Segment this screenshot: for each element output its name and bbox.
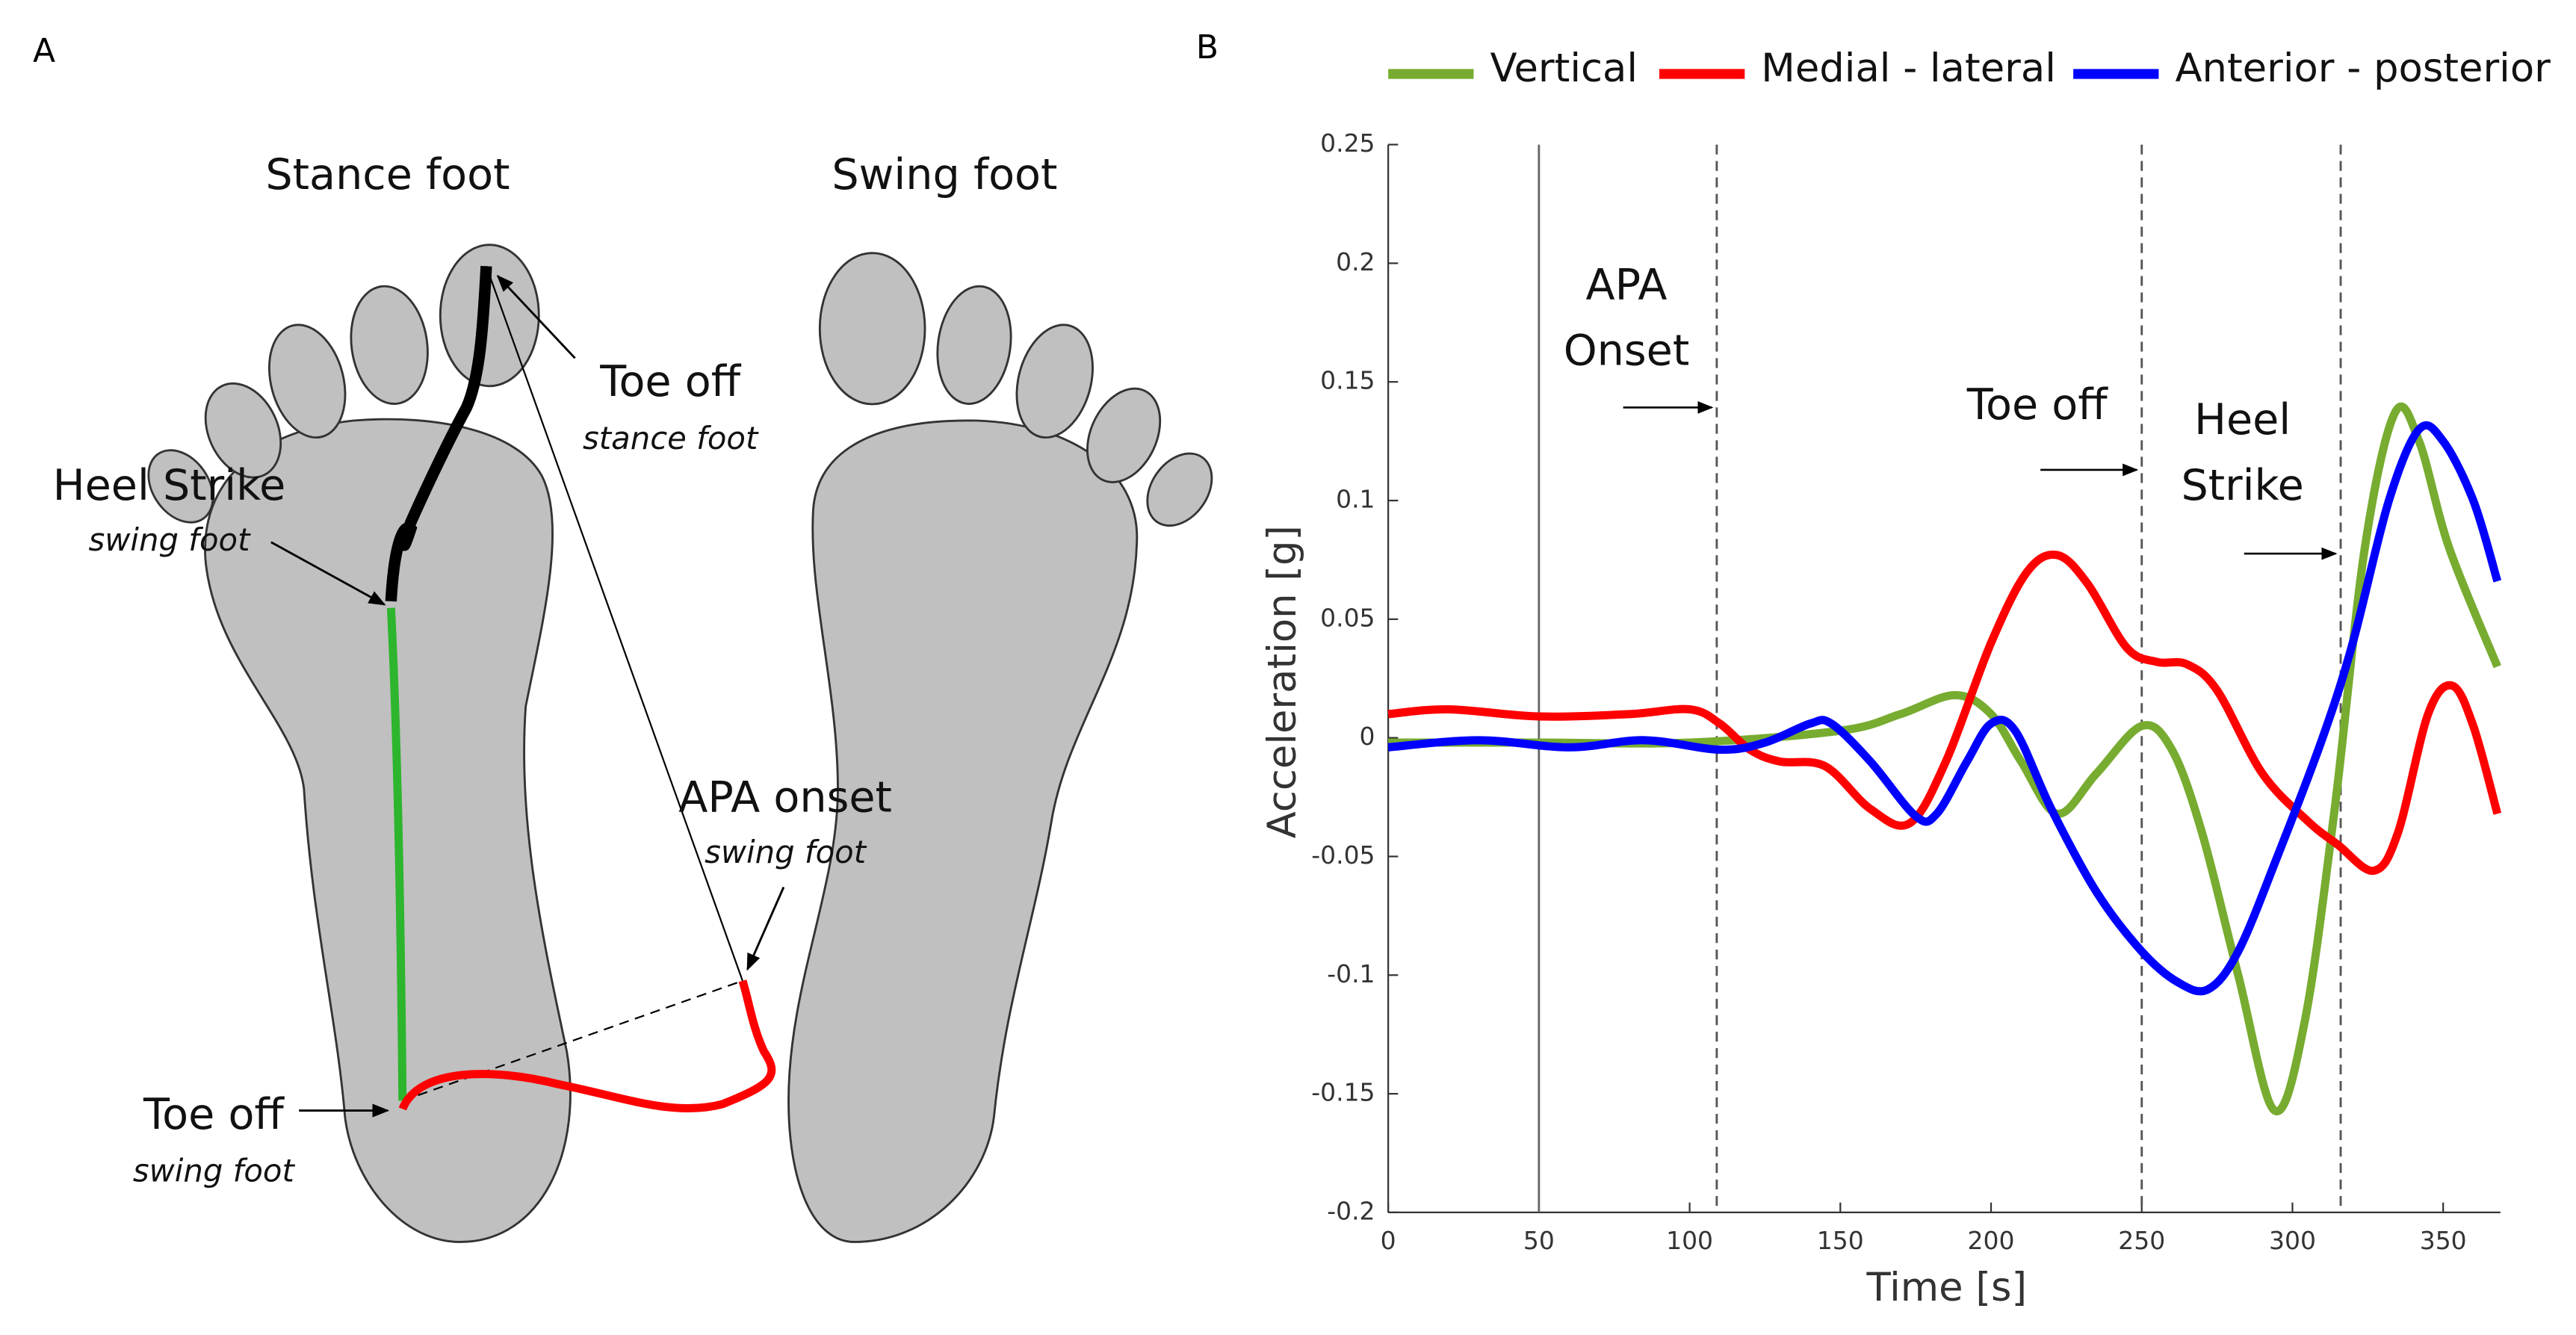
- x-tick-label: 200: [1968, 1226, 2015, 1255]
- x-tick-label: 350: [2420, 1226, 2467, 1255]
- annotation-title: Heel Strike: [53, 461, 286, 510]
- y-tick-label: 0.05: [1320, 603, 1375, 632]
- y-axis-label: Acceleration [g]: [1260, 525, 1305, 838]
- annotation: Toe off: [1966, 380, 2108, 430]
- foot-title: Stance foot: [265, 150, 510, 199]
- y-tick-label: 0.2: [1336, 247, 1375, 276]
- y-tick-label: 0: [1360, 722, 1375, 751]
- cop-path: [385, 265, 492, 602]
- series-line: [1387, 421, 2502, 996]
- guide-line: [485, 265, 743, 982]
- panel-b: B Time [s] Acceleration [g] -0.2 -0.15 -0.…: [1196, 28, 2551, 1310]
- series-line: [1387, 550, 2502, 876]
- annotation: Strike: [2181, 461, 2303, 510]
- legend-label: Medial - lateral: [1761, 46, 2056, 91]
- annotation: APA: [1585, 260, 1667, 309]
- y-tick-label: -0.15: [1311, 1078, 1375, 1107]
- legend-label: Vertical: [1490, 46, 1638, 91]
- swing-foot: [787, 252, 1213, 1243]
- annotation: Heel: [2194, 395, 2291, 445]
- x-tick-label: 0: [1381, 1226, 1396, 1255]
- y-tick-label: 0.15: [1320, 366, 1375, 395]
- annotation-title: Toe off: [143, 1090, 285, 1139]
- panel-a: A Stance foot Swing foot Toe off stance …: [33, 31, 1213, 1243]
- annotation-title: APA onset: [678, 773, 892, 823]
- x-tick-label: 150: [1817, 1226, 1864, 1255]
- x-tick-label: 300: [2269, 1226, 2316, 1255]
- cop-path: [386, 607, 407, 1101]
- y-tick-label: -0.05: [1311, 840, 1375, 870]
- stance-foot: [147, 244, 572, 1243]
- x-tick-label: 250: [2118, 1226, 2165, 1255]
- annotation-subtitle: swing foot: [133, 1153, 296, 1189]
- foot-title: Swing foot: [832, 150, 1057, 199]
- annotation-subtitle: stance foot: [583, 420, 759, 456]
- arrow: [746, 886, 785, 971]
- arrow: [270, 541, 386, 606]
- x-tick-label: 100: [1666, 1226, 1713, 1255]
- annotation: Onset: [1564, 326, 1690, 375]
- y-tick-label: -0.2: [1327, 1196, 1375, 1225]
- guide-line: [402, 979, 743, 1102]
- legend-label: Anterior - posterior: [2175, 46, 2551, 91]
- annotation-title: Toe off: [599, 357, 741, 406]
- x-tick-label: 50: [1523, 1226, 1555, 1255]
- annotation-subtitle: swing foot: [89, 521, 252, 558]
- y-tick-label: 0.25: [1320, 128, 1375, 158]
- arrow: [496, 274, 576, 359]
- cop-path: [398, 979, 776, 1113]
- panel-label: A: [33, 31, 55, 69]
- annotation-subtitle: swing foot: [705, 834, 867, 870]
- x-axis-label: Time [s]: [1866, 1265, 2028, 1310]
- y-tick-label: 0.1: [1336, 485, 1375, 514]
- y-tick-label: -0.1: [1327, 959, 1375, 988]
- panel-label: B: [1196, 28, 1219, 66]
